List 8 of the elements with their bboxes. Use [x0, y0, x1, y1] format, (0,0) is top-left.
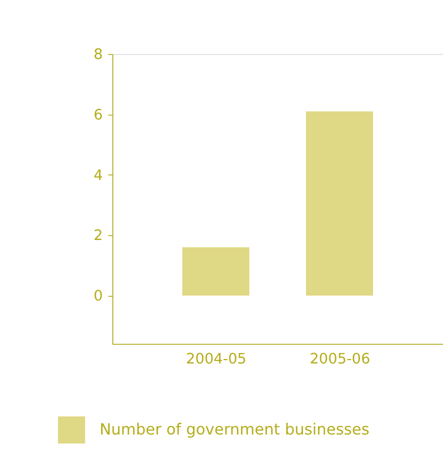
y-tick-label: 2	[94, 228, 103, 244]
legend-label: Number of government businesses	[100, 420, 370, 438]
y-tick-label: 8	[94, 46, 103, 63]
x-tick-label: 2004-05	[186, 351, 247, 368]
x-tick-label: 2005-06	[310, 351, 370, 368]
y-tick-label: 0	[94, 288, 103, 305]
y-tick-label: 6	[94, 107, 103, 124]
y-tick-label: 4	[94, 168, 103, 184]
